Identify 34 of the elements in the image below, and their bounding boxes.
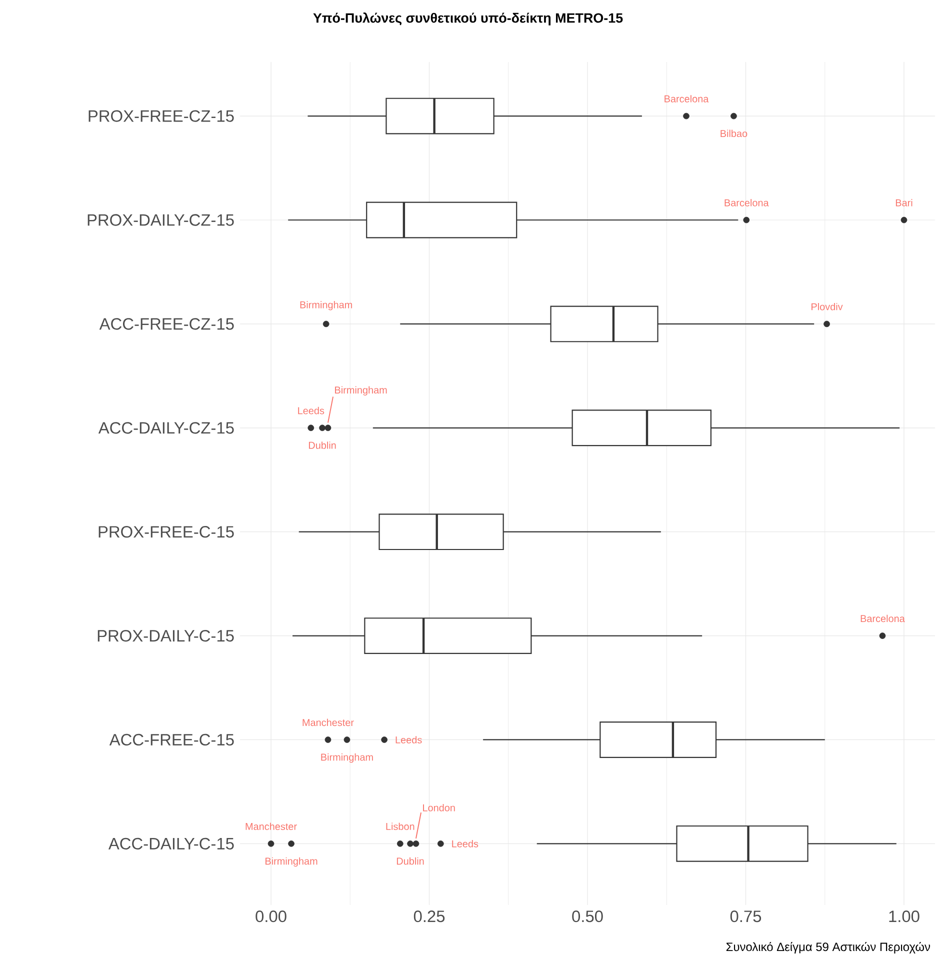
x-tick-label: 0.50 xyxy=(572,910,603,922)
y-tick-label: ACC-DAILY-CZ-15 xyxy=(98,422,234,434)
annotation: London xyxy=(423,804,455,812)
annotation: Birmingham xyxy=(321,753,373,763)
annotation: Manchester xyxy=(302,718,354,726)
x-tick-label: 0.25 xyxy=(414,910,445,922)
y-tick-label: PROX-DAILY-C-15 xyxy=(98,630,234,642)
x-tick-label: 0.00 xyxy=(256,910,286,922)
annotation: Leeds xyxy=(396,736,422,744)
chart-title: Υπό-Πυλώνες συνθετικού υπό-δείκτη METRO-15 xyxy=(313,12,623,26)
annotation: Birmingham xyxy=(335,386,387,396)
annotation: Dublin xyxy=(396,857,424,865)
y-tick-label: ACC-FREE-CZ-15 xyxy=(99,318,234,330)
annotation: Barcelona xyxy=(860,614,905,622)
y-tick-label: ACC-FREE-C-15 xyxy=(109,734,234,746)
x-axis-title: Συνολικό Δείγμα 59 Αστικών Περιοχών xyxy=(726,942,930,954)
y-tick-label: PROX-FREE-C-15 xyxy=(98,526,234,538)
y-tick-label: PROX-DAILY-CZ-15 xyxy=(88,214,234,226)
annotation: Leeds xyxy=(298,406,324,414)
y-tick-label: PROX-FREE-CZ-15 xyxy=(88,110,234,122)
annotation: Birmingham xyxy=(300,300,352,310)
annotation: Bari xyxy=(896,199,912,206)
annotation: Barcelona xyxy=(664,95,709,102)
annotation: Manchester xyxy=(246,822,297,830)
y-tick-label: ACC-DAILY-C-15 xyxy=(108,838,234,850)
annotation: Barcelona xyxy=(724,199,769,206)
annotation: Dublin xyxy=(308,442,336,449)
x-tick-label: 0.75 xyxy=(730,910,762,922)
annotation: Bilbao xyxy=(720,130,748,138)
annotation: Plovdiv xyxy=(812,302,843,310)
x-tick-label: 1.00 xyxy=(889,910,920,922)
annotation: Leeds xyxy=(452,840,478,848)
annotation: Birmingham xyxy=(266,857,318,867)
annotation: Lisbon xyxy=(386,822,414,830)
